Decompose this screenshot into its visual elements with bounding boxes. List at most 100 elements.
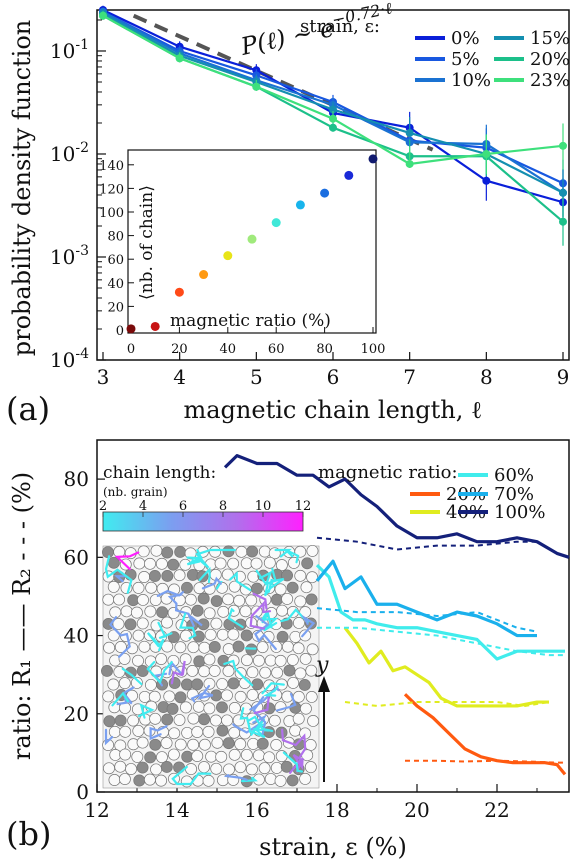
y-tick-label-b: 60	[64, 545, 89, 569]
legend-b-label-70%: 70%	[494, 484, 534, 505]
grain	[150, 763, 163, 776]
grain	[256, 737, 269, 750]
grain	[180, 678, 193, 691]
grain	[144, 557, 156, 570]
grain	[181, 750, 194, 763]
chain-segment	[281, 728, 307, 759]
x-tick-label-a: 7	[403, 365, 416, 389]
grain	[228, 702, 241, 714]
inset-y-tick-label: 0	[116, 324, 124, 339]
grain	[210, 595, 223, 608]
grain	[198, 665, 211, 678]
grain	[118, 773, 131, 785]
grain	[270, 640, 283, 653]
inset-y-tick-label: 80	[107, 230, 124, 245]
grain	[216, 628, 229, 641]
grain	[167, 558, 180, 571]
x-tick-label-b: 16	[244, 798, 269, 822]
series-point-23%	[559, 141, 567, 150]
legend-label-23%: 23%	[530, 70, 570, 91]
grain	[160, 761, 173, 773]
grain	[208, 640, 221, 653]
x-tick-label-b: 22	[484, 798, 509, 822]
grain	[222, 593, 235, 606]
panel-a-axes: 3 4 5 6 7 8 9 10-4 10-3 10-2 10-1	[50, 19, 570, 389]
grain	[227, 628, 240, 641]
grain	[292, 616, 305, 629]
grain	[227, 557, 240, 570]
grain	[136, 736, 149, 749]
chain-segment	[301, 614, 316, 638]
chain-segment	[253, 615, 277, 651]
inset-y-tick-label: 60	[107, 253, 124, 268]
legend-label-5%: 5%	[451, 49, 480, 70]
grain	[138, 690, 151, 703]
grain	[103, 762, 115, 775]
grain	[203, 607, 216, 620]
chain-segment	[170, 660, 186, 685]
grain	[118, 652, 131, 665]
panel-a-ylabel: probability density function	[8, 20, 36, 357]
inset-point	[126, 324, 136, 334]
legend-label-0%: 0%	[451, 28, 480, 49]
grain	[264, 654, 277, 667]
grain	[155, 774, 168, 787]
fit-line	[132, 13, 434, 152]
r1-line-20%	[403, 693, 567, 776]
chain-segment	[255, 569, 273, 593]
grain	[292, 712, 305, 725]
fit-dashed-line	[132, 13, 434, 152]
grain	[203, 653, 216, 666]
grain	[234, 690, 247, 703]
grain	[301, 557, 314, 570]
grain	[270, 761, 283, 774]
grain	[174, 641, 187, 654]
x-tick-label-b: 18	[324, 798, 349, 822]
grain	[130, 606, 143, 619]
grain	[137, 545, 150, 558]
grain	[286, 774, 299, 787]
x-tick-label-a: 8	[480, 365, 493, 389]
y-arrow	[318, 676, 330, 782]
chain-segment	[109, 616, 131, 658]
grain	[259, 666, 272, 679]
grain	[306, 571, 319, 584]
panel-a-series	[99, 5, 567, 246]
grain	[235, 545, 248, 558]
x-tick-label-a: 5	[250, 365, 263, 389]
grain	[246, 688, 259, 701]
grain	[125, 763, 137, 775]
grain	[180, 775, 193, 788]
x-tick-label-a: 9	[557, 365, 570, 389]
r1-line-60%	[315, 564, 565, 661]
colorbar-tick-label: 8	[219, 499, 227, 514]
inset-point	[174, 287, 184, 297]
colorbar-subtitle: (nb. grain)	[103, 485, 168, 499]
chain-segment	[149, 725, 168, 741]
grain	[144, 605, 157, 618]
grain	[168, 677, 181, 689]
grain	[187, 712, 200, 725]
grain	[299, 652, 312, 665]
r1-line-100%	[223, 454, 570, 559]
grain	[184, 547, 197, 560]
grain	[202, 774, 215, 787]
grain	[161, 570, 174, 582]
grain	[144, 678, 157, 691]
grain	[287, 676, 300, 689]
inset-y-tick-label: 40	[107, 277, 124, 292]
grain	[192, 700, 205, 713]
chain-segment	[223, 774, 248, 781]
grain	[202, 725, 215, 738]
grain	[246, 666, 259, 679]
grain	[281, 569, 294, 582]
panel-b-axes: 12 14 16 18 20 22 0 20 40 60 80	[64, 467, 538, 822]
colorbar-bar	[102, 511, 304, 532]
chain-segment	[275, 692, 297, 712]
grain	[127, 714, 140, 727]
grain	[179, 558, 192, 571]
grain	[276, 604, 289, 617]
series-point-23%	[99, 11, 107, 20]
grain	[240, 654, 253, 667]
y-tick-label-b: 20	[64, 702, 89, 726]
